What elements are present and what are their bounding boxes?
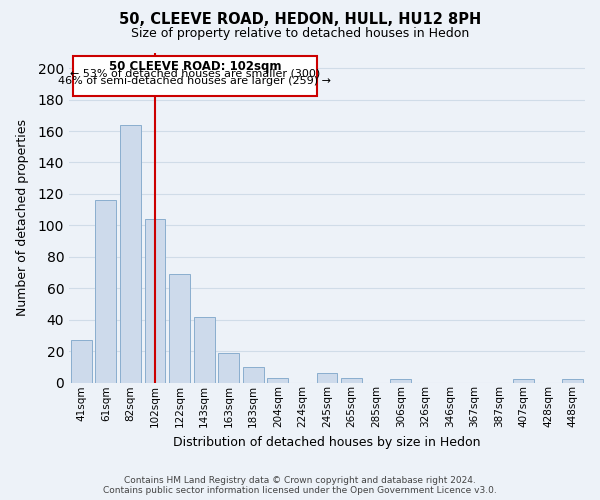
Bar [513, 380, 534, 382]
Bar [317, 373, 337, 382]
Bar [145, 219, 166, 382]
Bar [390, 380, 411, 382]
X-axis label: Distribution of detached houses by size in Hedon: Distribution of detached houses by size … [173, 436, 481, 448]
FancyBboxPatch shape [73, 56, 317, 96]
Bar [268, 378, 289, 382]
Text: 50 CLEEVE ROAD: 102sqm: 50 CLEEVE ROAD: 102sqm [109, 60, 281, 74]
Bar [562, 380, 583, 382]
Text: ← 53% of detached houses are smaller (300): ← 53% of detached houses are smaller (30… [70, 68, 320, 78]
Bar [341, 378, 362, 382]
Bar [71, 340, 92, 382]
Y-axis label: Number of detached properties: Number of detached properties [16, 119, 29, 316]
Bar [95, 200, 116, 382]
Bar [169, 274, 190, 382]
Bar [218, 352, 239, 382]
Bar [194, 316, 215, 382]
Text: 50, CLEEVE ROAD, HEDON, HULL, HU12 8PH: 50, CLEEVE ROAD, HEDON, HULL, HU12 8PH [119, 12, 481, 28]
Text: Contains HM Land Registry data © Crown copyright and database right 2024.
Contai: Contains HM Land Registry data © Crown c… [103, 476, 497, 495]
Bar [243, 367, 264, 382]
Text: 46% of semi-detached houses are larger (259) →: 46% of semi-detached houses are larger (… [58, 76, 331, 86]
Bar [120, 125, 141, 382]
Text: Size of property relative to detached houses in Hedon: Size of property relative to detached ho… [131, 28, 469, 40]
